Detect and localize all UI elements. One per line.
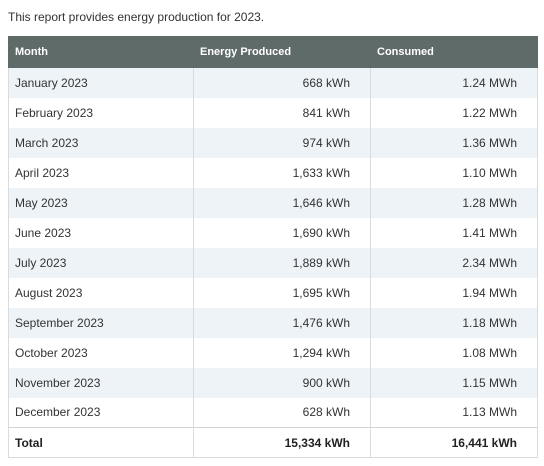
produced-cell: 841 kWh	[193, 97, 371, 128]
consumed-cell: 1.36 MWh	[370, 127, 538, 158]
consumed-cell: 1.28 MWh	[370, 187, 538, 218]
column-header-month: Month	[8, 36, 194, 68]
produced-cell: 1,633 kWh	[193, 157, 371, 188]
consumed-cell: 1.08 MWh	[370, 337, 538, 368]
month-cell: December 2023	[8, 397, 194, 428]
table-row: September 2023 1,476 kWh 1.18 MWh	[8, 307, 538, 338]
produced-cell: 668 kWh	[193, 67, 371, 98]
energy-table: Month Energy Produced Consumed January 2…	[8, 36, 538, 458]
total-consumed: 16,441 kWh	[370, 427, 538, 458]
table-row: January 2023 668 kWh 1.24 MWh	[8, 67, 538, 98]
consumed-cell: 1.41 MWh	[370, 217, 538, 248]
month-cell: January 2023	[8, 67, 194, 98]
month-cell: May 2023	[8, 187, 194, 218]
month-cell: August 2023	[8, 277, 194, 308]
table-row: February 2023 841 kWh 1.22 MWh	[8, 97, 538, 128]
table-row: August 2023 1,695 kWh 1.94 MWh	[8, 277, 538, 308]
month-cell: July 2023	[8, 247, 194, 278]
month-cell: March 2023	[8, 127, 194, 158]
consumed-cell: 1.18 MWh	[370, 307, 538, 338]
produced-cell: 974 kWh	[193, 127, 371, 158]
total-produced: 15,334 kWh	[193, 427, 371, 458]
table-row: July 2023 1,889 kWh 2.34 MWh	[8, 247, 538, 278]
consumed-cell: 1.15 MWh	[370, 367, 538, 398]
table-header: Month Energy Produced Consumed	[8, 36, 538, 68]
total-row: Total 15,334 kWh 16,441 kWh	[8, 427, 538, 458]
report-intro: This report provides energy production f…	[8, 10, 265, 24]
column-header-consumed: Consumed	[370, 36, 538, 68]
produced-cell: 628 kWh	[193, 397, 371, 428]
table-row: June 2023 1,690 kWh 1.41 MWh	[8, 217, 538, 248]
consumed-cell: 1.22 MWh	[370, 97, 538, 128]
produced-cell: 900 kWh	[193, 367, 371, 398]
table-row: October 2023 1,294 kWh 1.08 MWh	[8, 337, 538, 368]
consumed-cell: 1.10 MWh	[370, 157, 538, 188]
total-label: Total	[8, 427, 194, 458]
produced-cell: 1,646 kWh	[193, 187, 371, 218]
header-row: Month Energy Produced Consumed	[8, 36, 538, 68]
produced-cell: 1,294 kWh	[193, 337, 371, 368]
month-cell: June 2023	[8, 217, 194, 248]
table-row: April 2023 1,633 kWh 1.10 MWh	[8, 157, 538, 188]
consumed-cell: 1.94 MWh	[370, 277, 538, 308]
produced-cell: 1,476 kWh	[193, 307, 371, 338]
consumed-cell: 2.34 MWh	[370, 247, 538, 278]
table-row: November 2023 900 kWh 1.15 MWh	[8, 367, 538, 398]
produced-cell: 1,690 kWh	[193, 217, 371, 248]
month-cell: November 2023	[8, 367, 194, 398]
table-row: March 2023 974 kWh 1.36 MWh	[8, 127, 538, 158]
consumed-cell: 1.13 MWh	[370, 397, 538, 428]
consumed-cell: 1.24 MWh	[370, 67, 538, 98]
month-cell: September 2023	[8, 307, 194, 338]
table-body: January 2023 668 kWh 1.24 MWh February 2…	[8, 67, 538, 428]
month-cell: April 2023	[8, 157, 194, 188]
month-cell: October 2023	[8, 337, 194, 368]
column-header-energy-produced: Energy Produced	[193, 36, 371, 68]
table-row: December 2023 628 kWh 1.13 MWh	[8, 397, 538, 428]
table-footer: Total 15,334 kWh 16,441 kWh	[8, 427, 538, 458]
produced-cell: 1,695 kWh	[193, 277, 371, 308]
table-row: May 2023 1,646 kWh 1.28 MWh	[8, 187, 538, 218]
month-cell: February 2023	[8, 97, 194, 128]
produced-cell: 1,889 kWh	[193, 247, 371, 278]
